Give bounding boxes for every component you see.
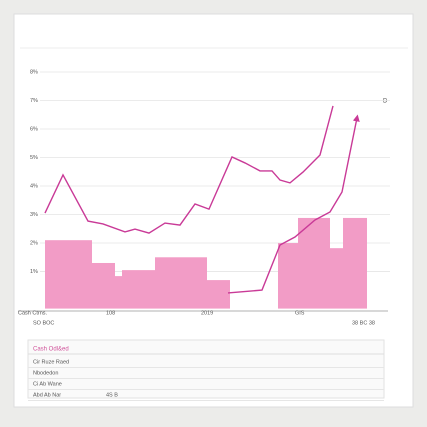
area-step (155, 257, 207, 309)
x-label: 2019 (201, 310, 213, 316)
area-step (343, 217, 367, 309)
panel-note: 4S B (106, 392, 118, 398)
y-tick-label: 1% (30, 269, 38, 275)
x-label: 38 BC 38 (352, 320, 375, 326)
y-tick-label: 4% (30, 183, 38, 189)
panel-row: Ci Ab Wane (33, 381, 62, 387)
line-series (44, 105, 334, 234)
corner-label: D (383, 99, 388, 105)
x-label: 108 (106, 310, 115, 316)
area-step (45, 240, 92, 309)
panel-title: Cash Odl&ed (33, 347, 69, 353)
x-label: Cash Ctrns. (18, 310, 48, 316)
y-tick-label: 7% (30, 98, 38, 104)
panel-row: Cir Ruze Raed (33, 359, 69, 365)
area-step (278, 243, 298, 309)
area-step (298, 217, 330, 309)
y-tick-label: 6% (30, 126, 38, 132)
panel-row: Nbodedon (33, 370, 58, 376)
x-label: GIS (295, 310, 305, 316)
area-step (115, 276, 122, 309)
panel (27, 339, 385, 399)
y-tick-label: 3% (30, 212, 38, 218)
y-tick-label: 2% (30, 240, 38, 246)
x-label: SO BOC (33, 320, 54, 326)
area-step (330, 248, 343, 309)
panel-row: Abd Ab Nar (33, 392, 61, 398)
line-series (227, 114, 360, 294)
area-step (92, 262, 115, 309)
area-step (207, 280, 230, 309)
y-tick-label: 5% (30, 155, 38, 161)
y-tick-label: 8% (30, 69, 38, 75)
area-step (122, 270, 155, 309)
